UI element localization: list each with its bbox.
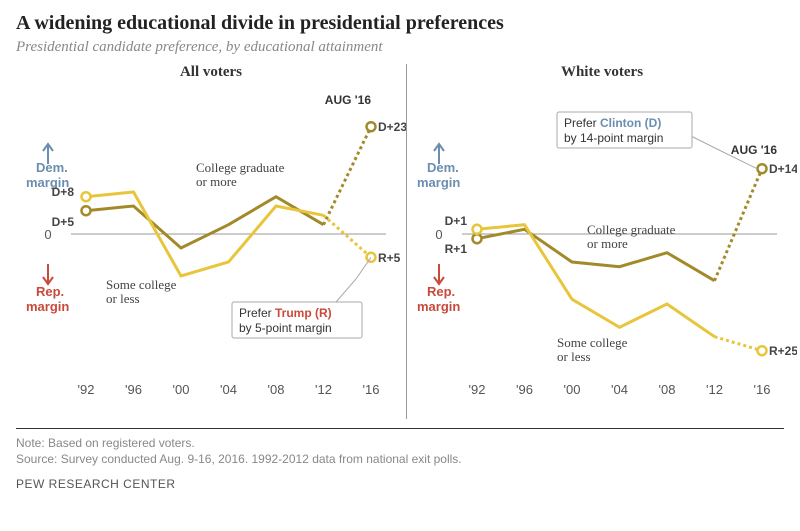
lbl-white-grad-start: R+1: [445, 242, 468, 256]
chart-title: A widening educational divide in preside…: [16, 12, 784, 35]
callout-leader-all: [336, 257, 371, 302]
panel-title-all: All voters: [16, 64, 406, 81]
svg-text:'04: '04: [220, 382, 237, 397]
svg-text:'00: '00: [173, 382, 190, 397]
footer: Note: Based on registered voters. Source…: [16, 428, 784, 491]
svg-all-voters: Dem.margin 0 Rep.margin AUG '16 D+5 D+23…: [16, 64, 406, 424]
svg-text:'96: '96: [516, 382, 533, 397]
line-all-college-grad-dotted: [324, 127, 372, 225]
zero-label-right: 0: [435, 227, 442, 242]
pt-all-some-end: [367, 253, 376, 262]
zero-label-left: 0: [44, 227, 51, 242]
pt-all-grad-end: [367, 122, 376, 131]
aug16-label-white: AUG '16: [731, 143, 778, 157]
pt-all-grad-start: [82, 206, 91, 215]
dem-margin-label-r: Dem.margin: [417, 160, 460, 190]
lbl-white-some-end: R+25: [769, 344, 797, 358]
series-label-white-grad: College graduateor more: [587, 222, 676, 251]
rep-margin-label-r: Rep.margin: [417, 284, 460, 314]
svg-text:'12: '12: [315, 382, 332, 397]
lbl-white-grad-end: D+14: [769, 162, 797, 176]
pt-white-grad-start: [473, 234, 482, 243]
svg-text:'96: '96: [125, 382, 142, 397]
series-label-all-grad: College graduateor more: [196, 160, 285, 189]
svg-text:'16: '16: [754, 382, 771, 397]
footer-note1: Note: Based on registered voters.: [16, 435, 784, 451]
pt-all-some-start: [82, 192, 91, 201]
panel-white-voters: White voters Dem.margin 0 Rep.margin AUG…: [407, 64, 797, 424]
svg-text:'04: '04: [611, 382, 628, 397]
pt-white-grad-end: [758, 164, 767, 173]
pt-white-some-end: [758, 346, 767, 355]
chart-subtitle: Presidential candidate preference, by ed…: [16, 39, 784, 56]
svg-text:'08: '08: [268, 382, 285, 397]
svg-text:'12: '12: [706, 382, 723, 397]
chart-area: All voters Dem.margin 0 Rep.margin AUG '…: [16, 64, 784, 424]
rep-arrow-icon-r: [434, 264, 444, 284]
xticks-white: '92 '96 '00 '04 '08 '12 '16: [469, 382, 771, 397]
footer-note2: Source: Survey conducted Aug. 9-16, 2016…: [16, 451, 784, 467]
svg-text:'92: '92: [78, 382, 95, 397]
footer-brand: PEW RESEARCH CENTER: [16, 477, 784, 491]
lbl-all-some-end: R+5: [378, 251, 401, 265]
lbl-all-grad-start: D+5: [52, 215, 75, 229]
svg-text:'08: '08: [659, 382, 676, 397]
svg-text:'00: '00: [564, 382, 581, 397]
series-label-white-some: Some collegeor less: [557, 335, 628, 364]
line-all-some-college-dotted: [324, 215, 372, 257]
line-all-college-grad: [86, 197, 324, 248]
lbl-all-grad-end: D+23: [378, 120, 406, 134]
line-white-some-college-dotted: [715, 337, 763, 351]
lbl-all-some-start: D+8: [52, 185, 75, 199]
lbl-white-some-start: D+1: [445, 214, 468, 228]
callout-text-all: Prefer Trump (R) by 5-point margin: [239, 306, 335, 335]
series-label-all-some: Some collegeor less: [106, 277, 177, 306]
aug16-label-all: AUG '16: [325, 93, 372, 107]
panel-all-voters: All voters Dem.margin 0 Rep.margin AUG '…: [16, 64, 406, 424]
svg-text:'16: '16: [363, 382, 380, 397]
callout-text-white: Prefer Clinton (D) by 14-point margin: [564, 116, 665, 145]
xticks-all: '92 '96 '00 '04 '08 '12 '16: [78, 382, 380, 397]
rep-margin-label: Rep.margin: [26, 284, 69, 314]
pt-white-some-start: [473, 225, 482, 234]
panel-title-white: White voters: [407, 64, 797, 81]
svg-text:'92: '92: [469, 382, 486, 397]
line-white-college-grad-dotted: [715, 169, 763, 281]
svg-white-voters: Dem.margin 0 Rep.margin AUG '16 R+1 D+14…: [407, 64, 797, 424]
rep-arrow-icon: [43, 264, 53, 284]
